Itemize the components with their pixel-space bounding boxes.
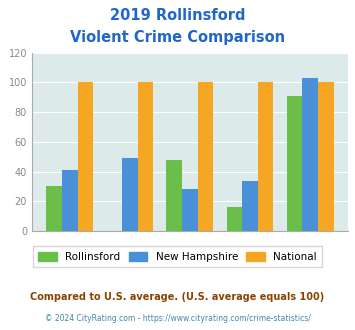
Bar bbox=[138, 82, 153, 231]
Text: © 2024 CityRating.com - https://www.cityrating.com/crime-statistics/: © 2024 CityRating.com - https://www.city… bbox=[45, 314, 310, 323]
Bar bbox=[182, 189, 198, 231]
Bar bbox=[258, 82, 273, 231]
Text: 2019 Rollinsford: 2019 Rollinsford bbox=[110, 8, 245, 23]
Bar bbox=[242, 181, 258, 231]
Bar bbox=[77, 82, 93, 231]
Legend: Rollinsford, New Hampshire, National: Rollinsford, New Hampshire, National bbox=[33, 247, 322, 267]
Bar bbox=[46, 186, 62, 231]
Bar bbox=[166, 160, 182, 231]
Bar bbox=[287, 96, 302, 231]
Text: Violent Crime Comparison: Violent Crime Comparison bbox=[70, 30, 285, 45]
Bar bbox=[302, 78, 318, 231]
Bar bbox=[62, 170, 77, 231]
Bar bbox=[226, 207, 242, 231]
Bar bbox=[198, 82, 213, 231]
Bar bbox=[122, 158, 138, 231]
Bar bbox=[318, 82, 334, 231]
Text: Compared to U.S. average. (U.S. average equals 100): Compared to U.S. average. (U.S. average … bbox=[31, 292, 324, 302]
